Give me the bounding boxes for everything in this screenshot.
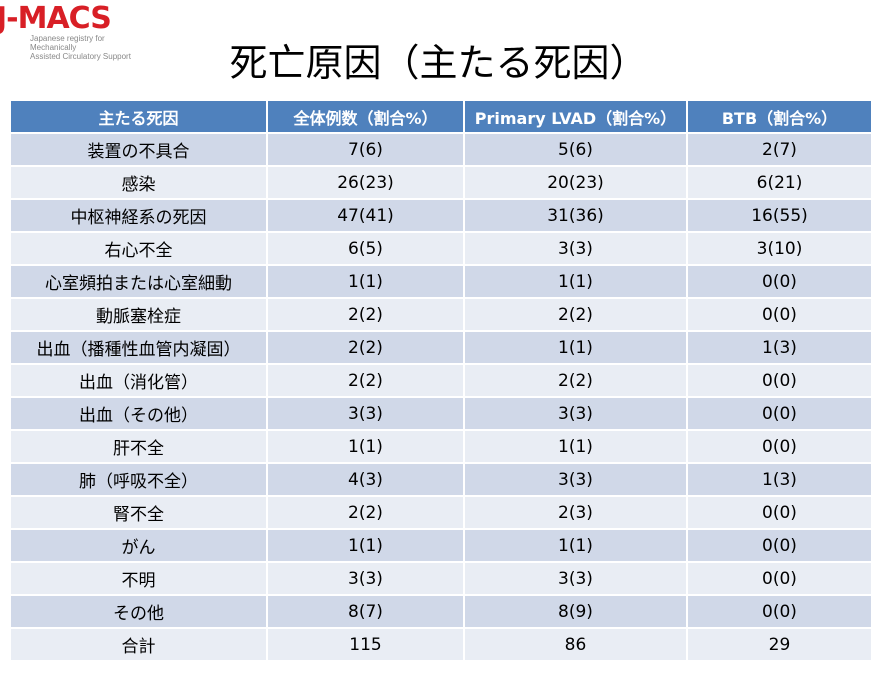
total-cell: 1(1) [266,528,465,563]
total-cell: 8(7) [266,594,465,629]
primary-lvad-cell: 1(1) [463,264,688,299]
table-row: 出血（その他） 3(3) 3(3) 0(0) [9,396,873,431]
logo-subtitle-line1: Japanese registry for Mechanically [30,34,105,52]
cause-cell: 装置の不具合 [9,132,268,167]
primary-lvad-cell: 2(2) [463,363,688,398]
primary-lvad-cell: 3(3) [463,561,688,596]
total-cell: 3(3) [266,396,465,431]
total-cell: 1(1) [266,429,465,464]
table-row: 動脈塞栓症 2(2) 2(2) 0(0) [9,297,873,332]
total-cell: 2(2) [266,363,465,398]
cause-cell: その他 [9,594,268,629]
primary-lvad-cell: 86 [463,627,688,662]
btb-cell: 6(21) [686,165,873,200]
cause-of-death-table: 主たる死因 全体例数（割合%） Primary LVAD（割合%） BTB（割合… [9,99,873,662]
table-row: 心室頻拍または心室細動 1(1) 1(1) 0(0) [9,264,873,299]
cause-cell: 感染 [9,165,268,200]
total-cell: 4(3) [266,462,465,497]
cause-cell: 肺（呼吸不全） [9,462,268,497]
cause-cell: 合計 [9,627,268,662]
primary-lvad-cell: 2(2) [463,297,688,332]
table-row: 肝不全 1(1) 1(1) 0(0) [9,429,873,464]
table-body: 装置の不具合 7(6) 5(6) 2(7) 感染 26(23) 20(23) 6(21) 中枢神… [9,132,873,662]
primary-lvad-cell: 1(1) [463,330,688,365]
header-cause: 主たる死因 [9,99,268,134]
btb-cell: 0(0) [686,528,873,563]
table-row: 中枢神経系の死因 47(41) 31(36) 16(55) [9,198,873,233]
header-total: 全体例数（割合%） [266,99,465,134]
table-header-row: 主たる死因 全体例数（割合%） Primary LVAD（割合%） BTB（割合… [9,99,873,134]
btb-cell: 0(0) [686,363,873,398]
btb-cell: 1(3) [686,330,873,365]
table-row: 右心不全 6(5) 3(3) 3(10) [9,231,873,266]
table-row: 出血（消化管） 2(2) 2(2) 0(0) [9,363,873,398]
page-title: 死亡原因（主たる死因） [229,41,648,85]
table-row: 装置の不具合 7(6) 5(6) 2(7) [9,132,873,167]
header-primary-lvad: Primary LVAD（割合%） [463,99,688,134]
total-cell: 115 [266,627,465,662]
total-cell: 7(6) [266,132,465,167]
primary-lvad-cell: 31(36) [463,198,688,233]
cause-cell: 肝不全 [9,429,268,464]
primary-lvad-cell: 5(6) [463,132,688,167]
primary-lvad-cell: 20(23) [463,165,688,200]
primary-lvad-cell: 1(1) [463,528,688,563]
table-row: 腎不全 2(2) 2(3) 0(0) [9,495,873,530]
cause-cell: 出血（その他） [9,396,268,431]
btb-cell: 3(10) [686,231,873,266]
btb-cell: 29 [686,627,873,662]
cause-cell: 出血（播種性血管内凝固） [9,330,268,365]
btb-cell: 0(0) [686,396,873,431]
btb-cell: 0(0) [686,264,873,299]
primary-lvad-cell: 8(9) [463,594,688,629]
btb-cell: 0(0) [686,594,873,629]
btb-cell: 1(3) [686,462,873,497]
primary-lvad-cell: 3(3) [463,231,688,266]
table-row: 肺（呼吸不全） 4(3) 3(3) 1(3) [9,462,873,497]
btb-cell: 2(7) [686,132,873,167]
table-row: 感染 26(23) 20(23) 6(21) [9,165,873,200]
table-row: その他 8(7) 8(9) 0(0) [9,594,873,629]
total-cell: 3(3) [266,561,465,596]
btb-cell: 0(0) [686,495,873,530]
table-row: 出血（播種性血管内凝固） 2(2) 1(1) 1(3) [9,330,873,365]
cause-cell: 不明 [9,561,268,596]
cause-cell: 出血（消化管） [9,363,268,398]
btb-cell: 0(0) [686,297,873,332]
logo-subtitle: Japanese registry for Mechanically Assis… [30,34,140,61]
cause-cell: 腎不全 [9,495,268,530]
btb-cell: 0(0) [686,429,873,464]
primary-lvad-cell: 3(3) [463,396,688,431]
total-cell: 26(23) [266,165,465,200]
cause-cell: 中枢神経系の死因 [9,198,268,233]
btb-cell: 0(0) [686,561,873,596]
primary-lvad-cell: 2(3) [463,495,688,530]
total-cell: 1(1) [266,264,465,299]
total-cell: 2(2) [266,495,465,530]
primary-lvad-cell: 3(3) [463,462,688,497]
cause-cell: 心室頻拍または心室細動 [9,264,268,299]
cause-cell: がん [9,528,268,563]
total-cell: 47(41) [266,198,465,233]
table-row: 合計 115 86 29 [9,627,873,662]
header-btb: BTB（割合%） [686,99,873,134]
total-cell: 6(5) [266,231,465,266]
cause-cell: 右心不全 [9,231,268,266]
logo-wordmark: J-MACS [0,1,112,36]
cause-cell: 動脈塞栓症 [9,297,268,332]
primary-lvad-cell: 1(1) [463,429,688,464]
table-row: がん 1(1) 1(1) 0(0) [9,528,873,563]
total-cell: 2(2) [266,297,465,332]
jmacs-logo: J-MACS Japanese registry for Mechanicall… [0,1,140,62]
total-cell: 2(2) [266,330,465,365]
btb-cell: 16(55) [686,198,873,233]
table-row: 不明 3(3) 3(3) 0(0) [9,561,873,596]
logo-subtitle-line2: Assisted Circulatory Support [30,52,131,61]
